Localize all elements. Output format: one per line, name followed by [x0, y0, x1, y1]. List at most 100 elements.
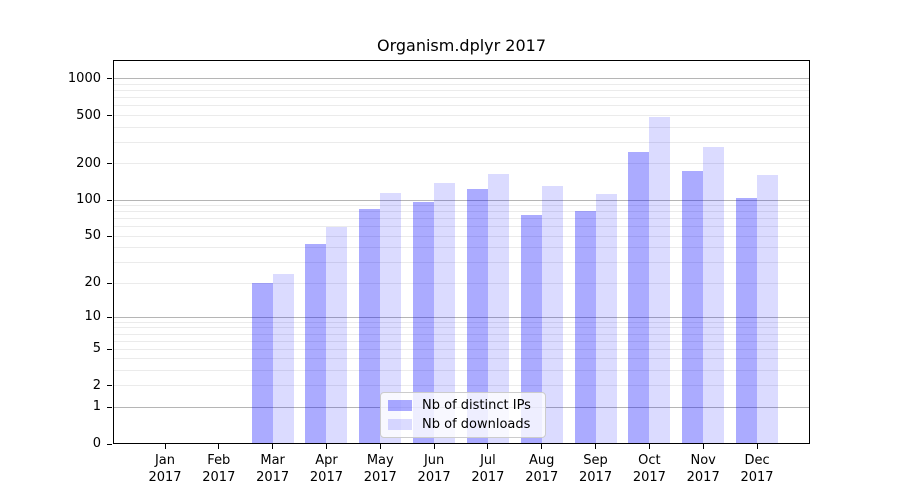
minor-gridline — [113, 358, 810, 360]
x-tick-label: Jan 2017 — [133, 452, 197, 486]
x-tick-mark — [702, 444, 704, 449]
legend-label-downloads: Nb of downloads — [422, 417, 531, 432]
y-tick-label: 2 — [92, 377, 101, 393]
minor-gridline — [113, 90, 810, 92]
x-tick-year: 2017 — [363, 470, 397, 485]
x-tick-month: Apr — [315, 453, 338, 468]
x-tick-label: Oct 2017 — [617, 452, 681, 486]
bar-distinct-ips — [359, 209, 381, 444]
y-tick-label: 500 — [76, 107, 101, 123]
legend-item-distinct-ips: Nb of distinct IPs — [388, 398, 537, 413]
x-tick-mark — [595, 444, 597, 449]
minor-gridline — [113, 163, 810, 165]
x-tick-month: Jul — [480, 453, 496, 468]
x-tick-year: 2017 — [579, 470, 613, 485]
bar-downloads — [380, 192, 402, 444]
y-tick-label: 20 — [84, 275, 101, 291]
y-tick-mark — [107, 115, 112, 117]
x-tick-label: Mar 2017 — [241, 452, 305, 486]
x-tick-month: Jun — [423, 453, 445, 468]
chart-title: Organism.dplyr 2017 — [376, 36, 547, 55]
y-tick-label: 0 — [92, 436, 101, 451]
legend-swatch-downloads — [388, 419, 412, 430]
x-tick-mark — [648, 444, 650, 449]
x-tick-label: Sep 2017 — [564, 452, 628, 486]
minor-gridline — [113, 385, 810, 387]
minor-gridline — [113, 105, 810, 107]
x-tick-label: Dec 2017 — [725, 452, 789, 486]
x-tick-mark — [433, 444, 435, 449]
bar-distinct-ips — [520, 215, 542, 444]
y-tick-mark — [107, 406, 112, 408]
minor-gridline — [113, 348, 810, 350]
bar-distinct-ips — [736, 198, 758, 444]
minor-gridline — [113, 126, 810, 128]
x-tick-year: 2017 — [632, 470, 666, 485]
x-tick-year: 2017 — [148, 470, 182, 485]
x-tick-year: 2017 — [417, 470, 451, 485]
bar-downloads — [649, 116, 671, 444]
x-tick-year: 2017 — [471, 470, 505, 485]
x-tick-label: Jul 2017 — [456, 452, 520, 486]
y-tick-label: 10 — [84, 309, 101, 325]
minor-gridline — [113, 340, 810, 342]
y-tick-label: 100 — [76, 192, 101, 208]
minor-gridline — [113, 262, 810, 264]
x-tick-label: Aug 2017 — [510, 452, 574, 486]
x-tick-mark — [756, 444, 758, 449]
major-gridline — [113, 199, 810, 201]
x-tick-year: 2017 — [309, 470, 343, 485]
x-tick-mark — [541, 444, 543, 449]
minor-gridline — [113, 247, 810, 249]
y-tick-mark — [107, 163, 112, 165]
minor-gridline — [113, 235, 810, 237]
minor-gridline — [113, 205, 810, 207]
minor-gridline — [113, 218, 810, 220]
major-gridline — [113, 78, 810, 80]
minor-gridline — [113, 333, 810, 335]
minor-gridline — [113, 370, 810, 372]
bar-downloads — [595, 193, 617, 444]
x-tick-mark — [379, 444, 381, 449]
x-tick-mark — [218, 444, 220, 449]
y-tick-mark — [107, 78, 112, 80]
bar-distinct-ips — [251, 283, 273, 444]
x-tick-mark — [487, 444, 489, 449]
bar-downloads — [541, 186, 563, 444]
bar-distinct-ips — [628, 151, 650, 444]
x-tick-label: Apr 2017 — [294, 452, 358, 486]
bar-downloads — [487, 173, 509, 444]
x-tick-month: Nov — [690, 453, 716, 468]
minor-gridline — [113, 211, 810, 213]
x-tick-mark — [272, 444, 274, 449]
bar-downloads — [703, 146, 725, 444]
y-tick-label: 200 — [76, 155, 101, 171]
x-tick-label: May 2017 — [348, 452, 412, 486]
x-tick-month: May — [366, 453, 394, 468]
bar-distinct-ips — [682, 171, 704, 444]
x-tick-month: Mar — [260, 453, 285, 468]
legend-label-distinct-ips: Nb of distinct IPs — [422, 398, 531, 413]
y-tick-mark — [107, 199, 112, 201]
bar-distinct-ips — [413, 201, 435, 444]
bar-distinct-ips — [305, 244, 327, 444]
bar-downloads — [326, 226, 348, 444]
x-tick-year: 2017 — [202, 470, 236, 485]
x-tick-year: 2017 — [740, 470, 774, 485]
minor-gridline — [113, 141, 810, 143]
y-tick-label: 1000 — [67, 70, 101, 86]
legend-item-downloads: Nb of downloads — [388, 417, 537, 432]
bar-downloads — [757, 174, 779, 444]
x-tick-label: Jun 2017 — [402, 452, 466, 486]
minor-gridline — [113, 115, 810, 117]
y-tick-mark — [107, 282, 112, 284]
x-tick-month: Feb — [207, 453, 231, 468]
bar-distinct-ips — [466, 188, 488, 444]
minor-gridline — [113, 321, 810, 323]
bar-distinct-ips — [574, 210, 596, 444]
x-tick-year: 2017 — [525, 470, 559, 485]
y-tick-mark — [107, 316, 112, 318]
y-tick-mark — [107, 235, 112, 237]
x-tick-label: Nov 2017 — [671, 452, 735, 486]
